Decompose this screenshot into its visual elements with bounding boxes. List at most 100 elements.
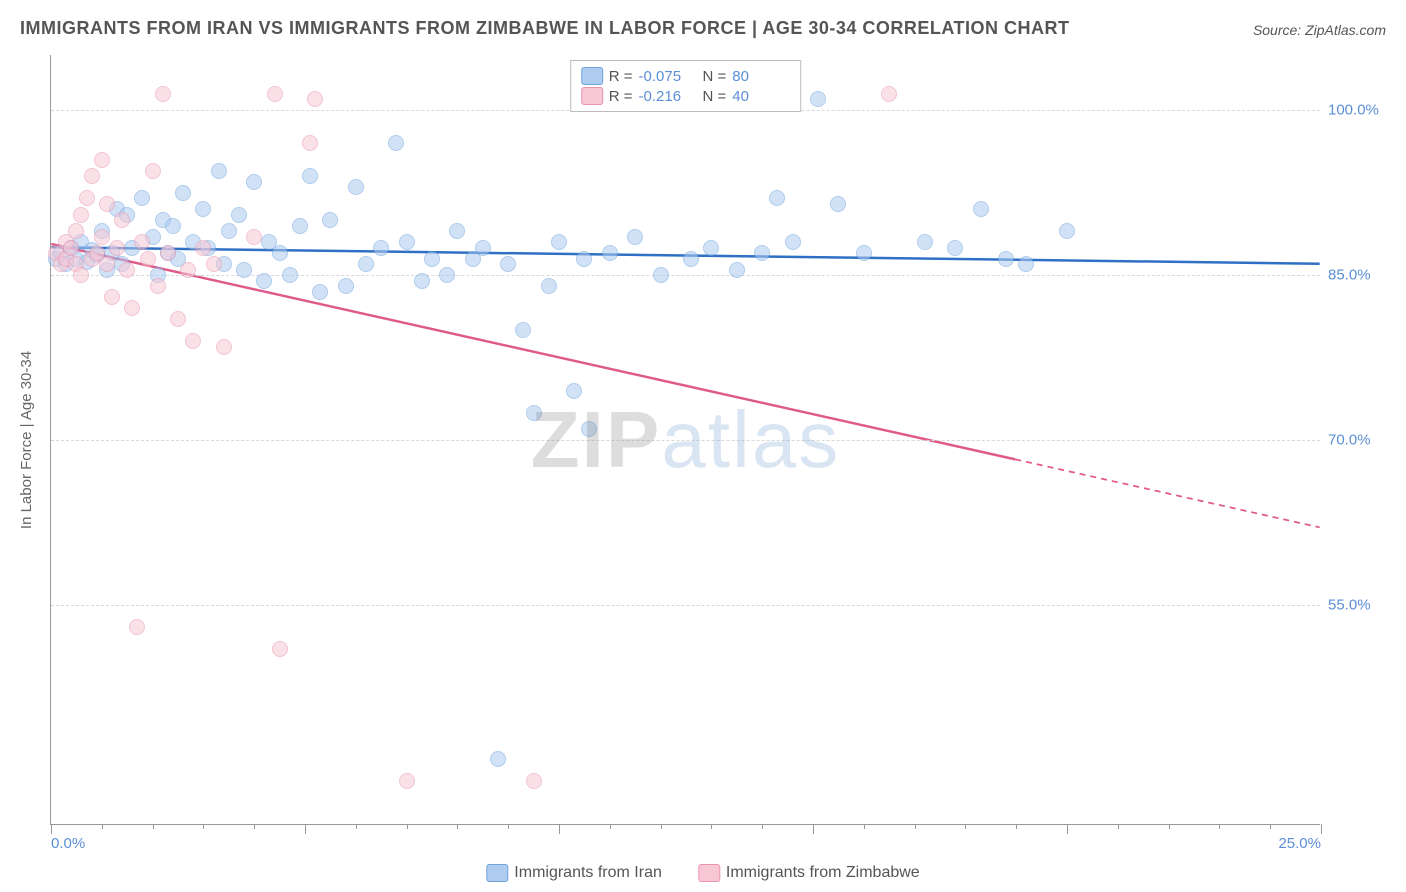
- scatter-point: [129, 619, 145, 635]
- scatter-point: [1059, 223, 1075, 239]
- scatter-point: [515, 322, 531, 338]
- scatter-point: [94, 152, 110, 168]
- scatter-point: [856, 245, 872, 261]
- x-tick: [254, 824, 255, 829]
- legend-label: Immigrants from Iran: [514, 864, 662, 881]
- x-tick: [203, 824, 204, 829]
- x-tick: [610, 824, 611, 829]
- scatter-point: [703, 240, 719, 256]
- scatter-point: [683, 251, 699, 267]
- scatter-point: [439, 267, 455, 283]
- legend-n-label: N =: [703, 68, 727, 85]
- scatter-point: [124, 300, 140, 316]
- legend-stat-row: R =-0.075N =80: [581, 67, 791, 85]
- scatter-point: [769, 190, 785, 206]
- scatter-point: [307, 91, 323, 107]
- x-tick: [1321, 824, 1322, 834]
- scatter-point: [160, 245, 176, 261]
- legend-r-label: R =: [609, 68, 633, 85]
- scatter-point: [216, 339, 232, 355]
- scatter-point: [195, 201, 211, 217]
- scatter-point: [246, 229, 262, 245]
- scatter-point: [180, 262, 196, 278]
- x-tick: [559, 824, 560, 834]
- scatter-point: [399, 234, 415, 250]
- scatter-point: [272, 245, 288, 261]
- scatter-point: [114, 212, 130, 228]
- scatter-point: [541, 278, 557, 294]
- x-tick: [965, 824, 966, 829]
- legend-stat-row: R = -0.216 N = 40: [581, 87, 791, 105]
- scatter-point: [272, 641, 288, 657]
- legend-swatch: [486, 864, 508, 882]
- scatter-point: [399, 773, 415, 789]
- scatter-point: [63, 240, 79, 256]
- scatter-point: [155, 86, 171, 102]
- scatter-point: [490, 751, 506, 767]
- y-tick-label: 85.0%: [1328, 267, 1388, 284]
- scatter-point: [256, 273, 272, 289]
- scatter-point: [785, 234, 801, 250]
- scatter-point: [947, 240, 963, 256]
- legend-n-label: N =: [703, 88, 727, 105]
- x-tick: [1067, 824, 1068, 834]
- x-tick-label: 25.0%: [1278, 835, 1321, 852]
- legend-item: Immigrants from Iran: [486, 864, 662, 882]
- scatter-point: [211, 163, 227, 179]
- watermark-atlas: atlas: [661, 395, 840, 484]
- legend-swatch: [581, 67, 603, 85]
- source-attribution: Source: ZipAtlas.com: [1253, 22, 1386, 38]
- scatter-point: [754, 245, 770, 261]
- scatter-point: [231, 207, 247, 223]
- scatter-point: [475, 240, 491, 256]
- scatter-point: [576, 251, 592, 267]
- x-tick: [762, 824, 763, 829]
- y-axis-label: In Labor Force | Age 30-34: [18, 351, 35, 529]
- scatter-point: [175, 185, 191, 201]
- scatter-point: [810, 91, 826, 107]
- x-tick: [915, 824, 916, 829]
- x-tick: [1270, 824, 1271, 829]
- scatter-point: [140, 251, 156, 267]
- legend-r-value: -0.216: [639, 88, 697, 105]
- x-tick: [508, 824, 509, 829]
- scatter-point: [246, 174, 262, 190]
- series-legend: Immigrants from IranImmigrants from Zimb…: [486, 864, 919, 882]
- x-tick-label: 0.0%: [51, 835, 85, 852]
- x-tick: [305, 824, 306, 834]
- scatter-point: [170, 311, 186, 327]
- scatter-point: [104, 289, 120, 305]
- scatter-point: [322, 212, 338, 228]
- scatter-point: [145, 163, 161, 179]
- scatter-point: [526, 405, 542, 421]
- legend-r-label: R =: [609, 88, 633, 105]
- legend-swatch: [698, 864, 720, 882]
- gridline: [51, 440, 1320, 441]
- x-tick: [1219, 824, 1220, 829]
- x-tick: [356, 824, 357, 829]
- scatter-point: [373, 240, 389, 256]
- scatter-point: [134, 234, 150, 250]
- scatter-point: [134, 190, 150, 206]
- scatter-point: [388, 135, 404, 151]
- scatter-point: [165, 218, 181, 234]
- legend-swatch: [581, 87, 603, 105]
- scatter-point: [221, 223, 237, 239]
- scatter-point: [73, 267, 89, 283]
- x-tick: [813, 824, 814, 834]
- x-tick: [661, 824, 662, 829]
- scatter-point: [414, 273, 430, 289]
- scatter-point: [292, 218, 308, 234]
- scatter-point: [566, 383, 582, 399]
- scatter-point: [312, 284, 328, 300]
- scatter-point: [338, 278, 354, 294]
- scatter-point: [424, 251, 440, 267]
- scatter-point: [358, 256, 374, 272]
- x-tick: [1016, 824, 1017, 829]
- scatter-point: [627, 229, 643, 245]
- y-tick-label: 70.0%: [1328, 432, 1388, 449]
- watermark-zip: ZIP: [531, 395, 661, 484]
- chart-plot-area: R =-0.075N =80R =-0.216N =40 ZIPatlas 10…: [50, 55, 1320, 825]
- legend-n-value: 40: [732, 88, 790, 105]
- scatter-point: [302, 168, 318, 184]
